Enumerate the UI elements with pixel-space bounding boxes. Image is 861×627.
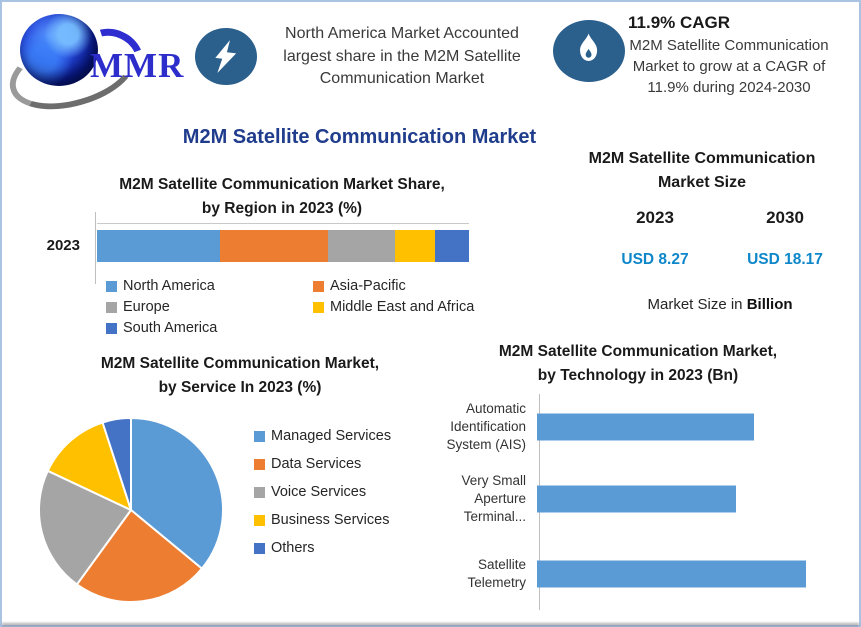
legend-marker [313, 280, 324, 292]
market-size-value-end: USD 18.17 [747, 251, 823, 268]
market-size-value-start: USD 8.27 [621, 251, 689, 268]
footnote-unit: Billion [746, 296, 793, 313]
lightning-icon [215, 39, 237, 73]
legend-label: Managed Services [271, 428, 392, 444]
pie-slice [75, 509, 203, 603]
pie-slice [130, 417, 224, 570]
market-size-panel: M2M Satellite Communication Market Size … [554, 147, 850, 313]
legend-marker [254, 486, 265, 498]
bottom-shadow [2, 623, 859, 627]
service-legend-item: Others [254, 540, 391, 556]
service-legend-item: Managed Services [254, 428, 391, 444]
region-legend: North America Asia-Pacific Europe Middle Ea… [106, 278, 496, 336]
legend-marker [106, 301, 117, 313]
globe-icon [20, 14, 98, 86]
legend-marker [106, 322, 117, 334]
legend-label: North America [123, 278, 215, 294]
technology-row: Automatic Identification System (AIS) [428, 394, 848, 460]
logo-text: MMR [90, 46, 185, 85]
service-legend-item: Data Services [254, 456, 391, 472]
region-bar-segment [327, 230, 395, 262]
legend-label: Business Services [271, 512, 390, 528]
service-legend: Managed Services Data Services Voice Servi… [254, 428, 391, 556]
technology-bar-track [536, 394, 848, 460]
legend-label: Europe [123, 299, 170, 315]
region-chart-title: M2M Satellite Communication Market Share… [119, 176, 445, 218]
technology-bar [537, 485, 737, 513]
pie-slice [101, 417, 132, 511]
technology-row: Satellite Telemetry [428, 540, 848, 608]
legend-label: Voice Services [271, 484, 367, 500]
fact-north-america: North America Market Accounted largest s… [283, 25, 521, 88]
footnote-prefix: Market Size in [647, 296, 747, 313]
service-legend-item: Voice Services [254, 484, 391, 500]
service-pie-chart [38, 417, 224, 603]
region-year-label: 2023 [46, 237, 80, 254]
market-size-values-row: USD 8.27 USD 18.17 [554, 251, 850, 269]
technology-category-label: Automatic Identification System (AIS) [446, 401, 526, 452]
region-bar-segment [97, 230, 220, 262]
legend-label: Data Services [271, 456, 362, 472]
legend-label: Others [271, 540, 315, 556]
region-bar-segment [219, 230, 328, 262]
region-legend-item: North America [106, 278, 313, 294]
mmr-logo: MMR [1, 8, 185, 123]
cagr-headline: 11.9% CAGR [628, 13, 731, 32]
market-size-year-start: 2023 [636, 208, 674, 227]
region-legend-item: South America [106, 320, 313, 336]
flame-badge [553, 20, 625, 82]
technology-bar [537, 560, 806, 588]
technology-category-label: Very Small Aperture Terminal... [461, 473, 526, 524]
legend-marker [254, 430, 265, 442]
legend-marker [254, 514, 265, 526]
legend-marker [106, 280, 117, 292]
technology-bar [537, 413, 754, 441]
legend-label: Asia-Pacific [330, 278, 406, 294]
service-legend-item: Business Services [254, 512, 391, 528]
legend-label: Middle East and Africa [330, 299, 475, 315]
region-chart-gridline [97, 223, 469, 224]
fact-cagr: 11.9% CAGR M2M Satellite Communication M… [606, 13, 852, 98]
region-bar-segment [394, 230, 436, 262]
market-size-footnote: Market Size in Billion [554, 296, 850, 313]
region-legend-item: Asia-Pacific [313, 278, 496, 294]
cagr-description: M2M Satellite Communication Market to gr… [629, 37, 829, 96]
market-size-title: M2M Satellite Communication Market Size [588, 150, 816, 191]
market-size-year-end: 2030 [766, 208, 804, 227]
lightning-badge [195, 28, 257, 85]
technology-category-label: Satellite Telemetry [467, 557, 526, 590]
legend-label: South America [123, 320, 218, 336]
region-legend-item: Europe [106, 299, 313, 315]
page-title: M2M Satellite Communication Market [182, 126, 537, 148]
flame-icon [580, 33, 598, 61]
technology-bar-track [536, 466, 848, 532]
region-legend-item: Middle East and Africa [313, 299, 496, 315]
pie-slice [46, 421, 132, 511]
technology-bar-track [536, 540, 848, 608]
service-chart-title: M2M Satellite Communication Market, by S… [100, 355, 380, 397]
region-stacked-bar [97, 230, 469, 262]
region-bar-segment [435, 230, 469, 262]
technology-bar-chart: Automatic Identification System (AIS) Ver… [428, 394, 848, 614]
technology-row: Very Small Aperture Terminal... [428, 466, 848, 532]
region-y-axis [95, 212, 96, 284]
legend-marker [313, 301, 324, 313]
legend-marker [254, 542, 265, 554]
legend-marker [254, 458, 265, 470]
technology-chart-title: M2M Satellite Communication Market, by T… [498, 343, 778, 385]
